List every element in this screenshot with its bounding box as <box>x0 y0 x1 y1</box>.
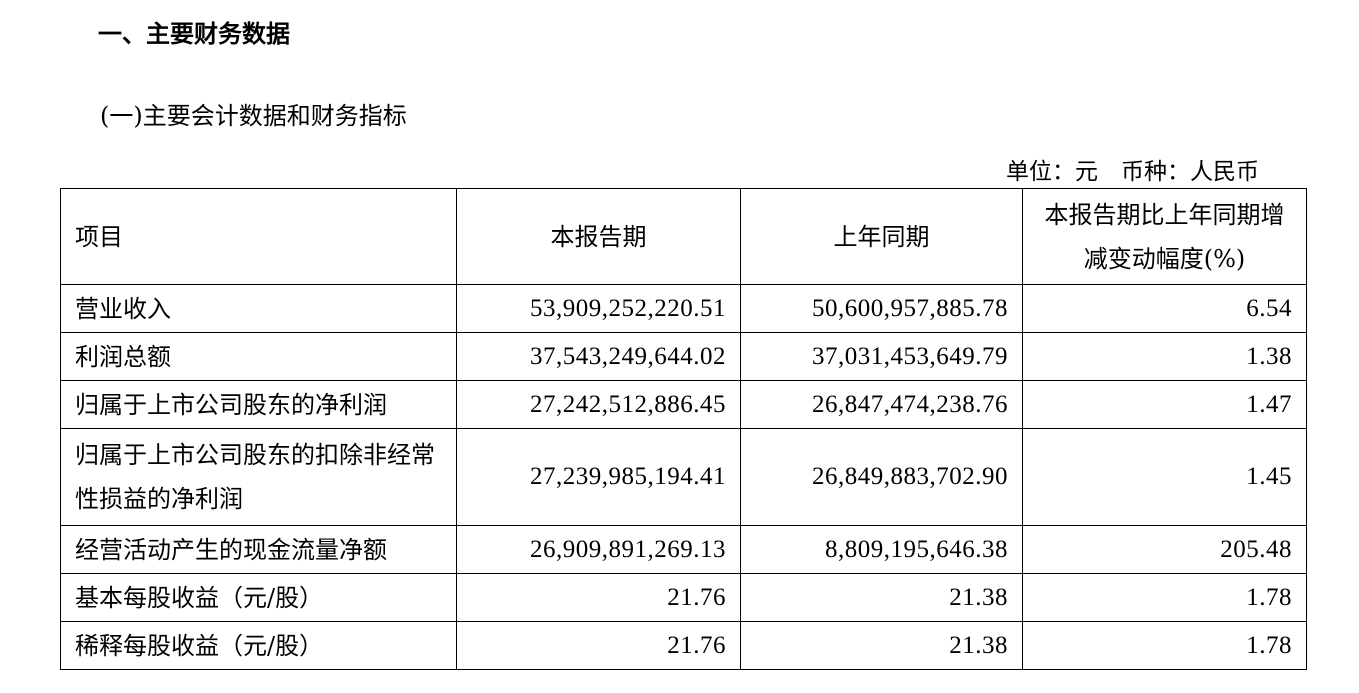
table-row: 稀释每股收益（元/股） 21.76 21.38 1.78 <box>60 621 1307 670</box>
table-row: 利润总额 37,543,249,644.02 37,031,453,649.79 1.… <box>60 332 1307 381</box>
cell-item: 基本每股收益（元/股） <box>60 573 457 622</box>
cell-change: 1.47 <box>1022 380 1307 429</box>
cell-current: 27,239,985,194.41 <box>456 428 741 526</box>
cell-change: 205.48 <box>1022 525 1307 574</box>
subsection-title: (一)主要会计数据和财务指标 <box>100 102 407 130</box>
unit-note: 单位：元 币种：人民币 <box>1006 159 1259 185</box>
cell-change: 1.78 <box>1022 621 1307 670</box>
table-row: 经营活动产生的现金流量净额 26,909,891,269.13 8,809,195,… <box>60 525 1307 574</box>
cell-prior: 21.38 <box>740 573 1023 622</box>
cell-prior: 37,031,453,649.79 <box>740 332 1023 381</box>
cell-prior: 50,600,957,885.78 <box>740 284 1023 333</box>
cell-prior: 8,809,195,646.38 <box>740 525 1023 574</box>
header-current: 本报告期 <box>456 188 741 285</box>
cell-current: 27,242,512,886.45 <box>456 380 741 429</box>
table-header-row: 项目 本报告期 上年同期 本报告期比上年同期增减变动幅度(%) <box>60 188 1307 285</box>
cell-prior: 21.38 <box>740 621 1023 670</box>
cell-change: 1.38 <box>1022 332 1307 381</box>
table-row: 归属于上市公司股东的扣除非经常性损益的净利润 27,239,985,194.41 2… <box>60 428 1307 526</box>
cell-current: 53,909,252,220.51 <box>456 284 741 333</box>
cell-current: 21.76 <box>456 621 741 670</box>
header-change: 本报告期比上年同期增减变动幅度(%) <box>1022 188 1307 285</box>
cell-item: 稀释每股收益（元/股） <box>60 621 457 670</box>
cell-current: 26,909,891,269.13 <box>456 525 741 574</box>
cell-current: 37,543,249,644.02 <box>456 332 741 381</box>
cell-item: 经营活动产生的现金流量净额 <box>60 525 457 574</box>
cell-item: 利润总额 <box>60 332 457 381</box>
table-row: 营业收入 53,909,252,220.51 50,600,957,885.78 6.… <box>60 284 1307 333</box>
cell-prior: 26,849,883,702.90 <box>740 428 1023 526</box>
table-row: 归属于上市公司股东的净利润 27,242,512,886.45 26,847,474… <box>60 380 1307 429</box>
header-item: 项目 <box>60 188 457 285</box>
cell-item: 归属于上市公司股东的净利润 <box>60 380 457 429</box>
header-prior: 上年同期 <box>740 188 1023 285</box>
table-row: 基本每股收益（元/股） 21.76 21.38 1.78 <box>60 573 1307 622</box>
cell-prior: 26,847,474,238.76 <box>740 380 1023 429</box>
cell-current: 21.76 <box>456 573 741 622</box>
cell-item: 营业收入 <box>60 284 457 333</box>
cell-change: 1.45 <box>1022 428 1307 526</box>
cell-change: 1.78 <box>1022 573 1307 622</box>
financial-data-table: 项目 本报告期 上年同期 本报告期比上年同期增减变动幅度(%) 营业收入 53,9… <box>60 188 1307 670</box>
section-title: 一、主要财务数据 <box>98 20 290 48</box>
cell-item: 归属于上市公司股东的扣除非经常性损益的净利润 <box>60 428 457 526</box>
cell-change: 6.54 <box>1022 284 1307 333</box>
